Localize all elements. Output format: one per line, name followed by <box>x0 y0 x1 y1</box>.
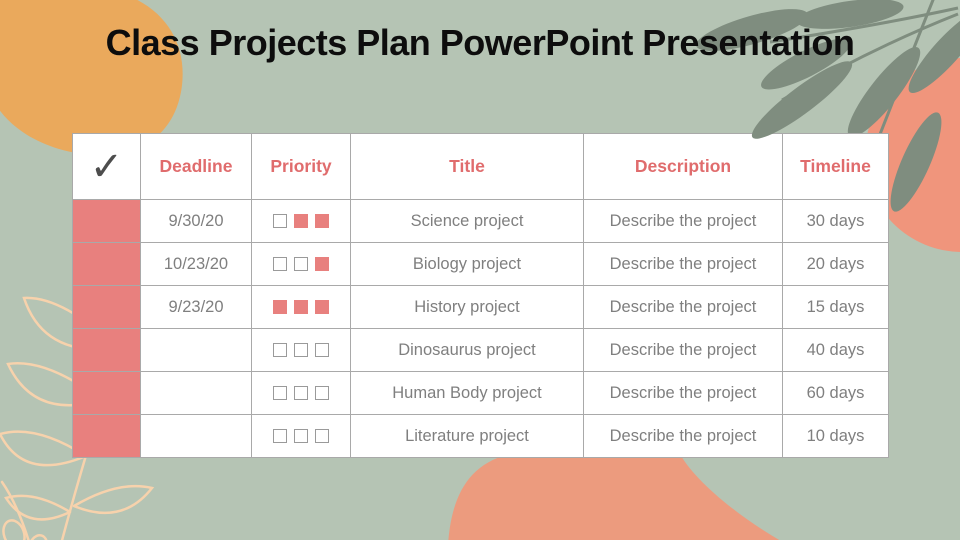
priority-box-empty-icon <box>294 257 308 272</box>
priority-box-empty-icon <box>273 386 287 401</box>
checkmark-icon: ✓ <box>89 143 124 190</box>
table-row: Human Body project Describe the project 60… <box>72 371 889 415</box>
priority-box-empty-icon <box>273 214 287 229</box>
title-cell: Literature project <box>350 414 584 458</box>
deadline-cell <box>140 371 252 415</box>
deadline-cell: 9/23/20 <box>140 285 252 329</box>
timeline-cell: 10 days <box>782 414 889 458</box>
column-header-description: Description <box>583 133 783 200</box>
description-cell: Describe the project <box>583 328 783 372</box>
priority-cell <box>251 242 351 286</box>
projects-table: ✓ Deadline Priority Title Description Ti… <box>72 133 889 458</box>
priority-box-filled-icon <box>315 214 329 229</box>
timeline-cell: 40 days <box>782 328 889 372</box>
column-header-timeline: Timeline <box>782 133 889 200</box>
priority-cell <box>251 285 351 329</box>
priority-box-empty-icon <box>315 386 329 401</box>
table-header-row: ✓ Deadline Priority Title Description Ti… <box>72 133 889 200</box>
description-cell: Describe the project <box>583 242 783 286</box>
title-cell: Dinosaurus project <box>350 328 584 372</box>
title-cell: History project <box>350 285 584 329</box>
title-cell: Biology project <box>350 242 584 286</box>
column-header-deadline: Deadline <box>140 133 252 200</box>
description-cell: Describe the project <box>583 414 783 458</box>
table-row: Dinosaurus project Describe the project 40… <box>72 328 889 372</box>
check-column-header: ✓ <box>72 133 141 200</box>
timeline-cell: 30 days <box>782 199 889 243</box>
status-cell <box>72 371 141 415</box>
priority-box-empty-icon <box>273 429 287 444</box>
deadline-cell: 10/23/20 <box>140 242 252 286</box>
status-cell <box>72 199 141 243</box>
table-body: 9/30/20 Science project Describe the proje… <box>72 199 889 458</box>
priority-box-empty-icon <box>294 343 308 358</box>
priority-box-filled-icon <box>294 214 308 229</box>
timeline-cell: 15 days <box>782 285 889 329</box>
table-row: Literature project Describe the project 10… <box>72 414 889 458</box>
column-header-title: Title <box>350 133 584 200</box>
bottom-peach-blob-shape <box>448 446 780 540</box>
deadline-cell <box>140 328 252 372</box>
priority-box-empty-icon <box>273 343 287 358</box>
priority-cell <box>251 328 351 372</box>
status-cell <box>72 328 141 372</box>
deadline-cell: 9/30/20 <box>140 199 252 243</box>
status-cell <box>72 242 141 286</box>
status-cell <box>72 414 141 458</box>
priority-box-empty-icon <box>294 386 308 401</box>
priority-box-filled-icon <box>315 257 329 272</box>
description-cell: Describe the project <box>583 199 783 243</box>
timeline-cell: 20 days <box>782 242 889 286</box>
title-cell: Human Body project <box>350 371 584 415</box>
table-row: 9/23/20 History project Describe the proje… <box>72 285 889 329</box>
priority-cell <box>251 414 351 458</box>
priority-box-filled-icon <box>294 300 308 315</box>
priority-box-filled-icon <box>315 300 329 315</box>
priority-box-empty-icon <box>315 429 329 444</box>
priority-box-empty-icon <box>273 257 287 272</box>
slide-title: Class Projects Plan PowerPoint Presentat… <box>105 22 855 63</box>
priority-box-filled-icon <box>273 300 287 315</box>
status-cell <box>72 285 141 329</box>
deadline-cell <box>140 414 252 458</box>
priority-cell <box>251 199 351 243</box>
table-row: 9/30/20 Science project Describe the proje… <box>72 199 889 243</box>
timeline-cell: 60 days <box>782 371 889 415</box>
column-header-priority: Priority <box>251 133 351 200</box>
description-cell: Describe the project <box>583 285 783 329</box>
priority-box-empty-icon <box>315 343 329 358</box>
priority-box-empty-icon <box>294 429 308 444</box>
title-cell: Science project <box>350 199 584 243</box>
description-cell: Describe the project <box>583 371 783 415</box>
table-row: 10/23/20 Biology project Describe the proj… <box>72 242 889 286</box>
priority-cell <box>251 371 351 415</box>
